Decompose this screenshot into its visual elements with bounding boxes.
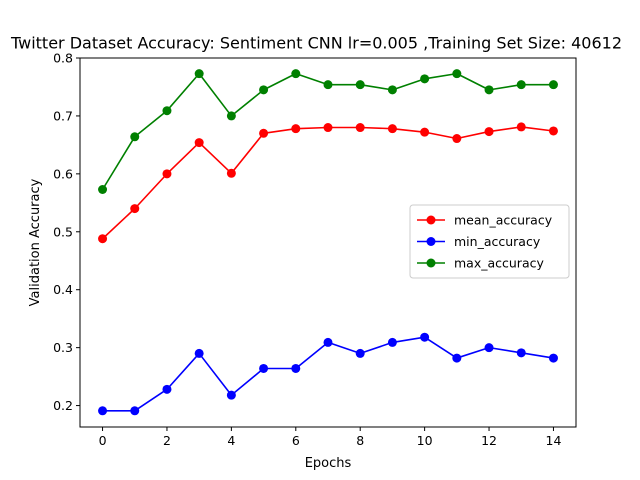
x-tick-label: 2 xyxy=(163,433,171,448)
x-axis-ticks: 0 2 4 6 8 10 12 14 xyxy=(99,427,562,448)
data-point xyxy=(355,123,365,133)
chart-title: Twitter Dataset Accuracy: Sentiment CNN … xyxy=(10,34,622,53)
series-mean-accuracy xyxy=(98,122,558,244)
data-point xyxy=(323,80,333,90)
y-tick-label: 0.5 xyxy=(53,224,73,239)
data-point xyxy=(548,353,558,363)
x-tick-label: 14 xyxy=(546,433,562,448)
data-point xyxy=(387,85,397,95)
data-point xyxy=(420,127,430,137)
data-point xyxy=(516,80,526,90)
plot-area-frame xyxy=(79,57,577,428)
data-point xyxy=(548,80,558,90)
x-tick-label: 6 xyxy=(292,433,300,448)
data-point xyxy=(516,348,526,358)
data-point xyxy=(259,85,269,95)
data-point xyxy=(259,363,269,373)
data-point xyxy=(162,169,172,179)
data-point xyxy=(452,353,462,363)
y-tick-label: 0.7 xyxy=(53,108,73,123)
legend-marker xyxy=(426,258,436,268)
legend-label: min_accuracy xyxy=(454,234,541,249)
data-point xyxy=(484,127,494,137)
data-point xyxy=(194,69,204,79)
legend-entry-min-accuracy: min_accuracy xyxy=(417,234,541,249)
data-point xyxy=(452,134,462,144)
x-tick-label: 10 xyxy=(417,433,433,448)
series-min-accuracy xyxy=(98,332,558,416)
data-point xyxy=(194,348,204,358)
y-tick-label: 0.3 xyxy=(53,340,73,355)
y-axis-ticks: 0.2 0.3 0.4 0.5 0.6 0.7 0.8 xyxy=(53,51,80,413)
x-axis-label: Epochs xyxy=(305,456,352,471)
x-tick-label: 4 xyxy=(227,433,235,448)
x-tick-label: 12 xyxy=(481,433,497,448)
data-point xyxy=(259,128,269,138)
data-point xyxy=(355,348,365,358)
legend-marker xyxy=(426,237,436,246)
series-lines xyxy=(98,69,558,416)
data-point xyxy=(98,406,108,416)
legend-marker xyxy=(426,215,436,225)
data-point xyxy=(452,69,462,79)
legend-label: mean_accuracy xyxy=(454,213,553,228)
data-point xyxy=(323,337,333,347)
data-point xyxy=(387,124,397,134)
data-point xyxy=(226,168,236,178)
y-tick-label: 0.6 xyxy=(53,166,73,181)
data-point xyxy=(420,332,430,342)
y-tick-label: 0.4 xyxy=(53,282,73,297)
x-tick-label: 8 xyxy=(356,433,364,448)
data-point xyxy=(226,390,236,400)
data-point xyxy=(162,384,172,394)
data-point xyxy=(548,126,558,136)
data-point xyxy=(226,111,236,121)
data-point xyxy=(420,74,430,84)
legend-entry-mean-accuracy: mean_accuracy xyxy=(417,213,553,228)
data-point xyxy=(98,234,108,244)
data-point xyxy=(323,123,333,133)
legend-entry-max-accuracy: max_accuracy xyxy=(417,256,544,271)
x-tick-label: 0 xyxy=(99,433,107,448)
data-point xyxy=(162,106,172,116)
series-max-accuracy xyxy=(98,69,558,194)
data-point xyxy=(291,69,301,79)
y-tick-label: 0.2 xyxy=(53,398,73,413)
data-point xyxy=(484,85,494,95)
legend-label: max_accuracy xyxy=(454,256,544,271)
data-point xyxy=(484,343,494,353)
data-point xyxy=(355,80,365,90)
data-point xyxy=(291,124,301,134)
data-point xyxy=(291,363,301,373)
legend-box xyxy=(409,204,570,279)
data-point xyxy=(194,138,204,148)
data-point xyxy=(98,184,108,194)
data-point xyxy=(387,337,397,347)
y-axis-label: Validation Accuracy xyxy=(28,178,43,306)
data-point xyxy=(130,406,140,416)
y-tick-label: 0.8 xyxy=(53,51,73,66)
data-point xyxy=(516,122,526,132)
legend: mean_accuracy min_accuracy max_accuracy xyxy=(409,204,570,279)
data-point xyxy=(130,204,140,214)
data-point xyxy=(130,132,140,142)
